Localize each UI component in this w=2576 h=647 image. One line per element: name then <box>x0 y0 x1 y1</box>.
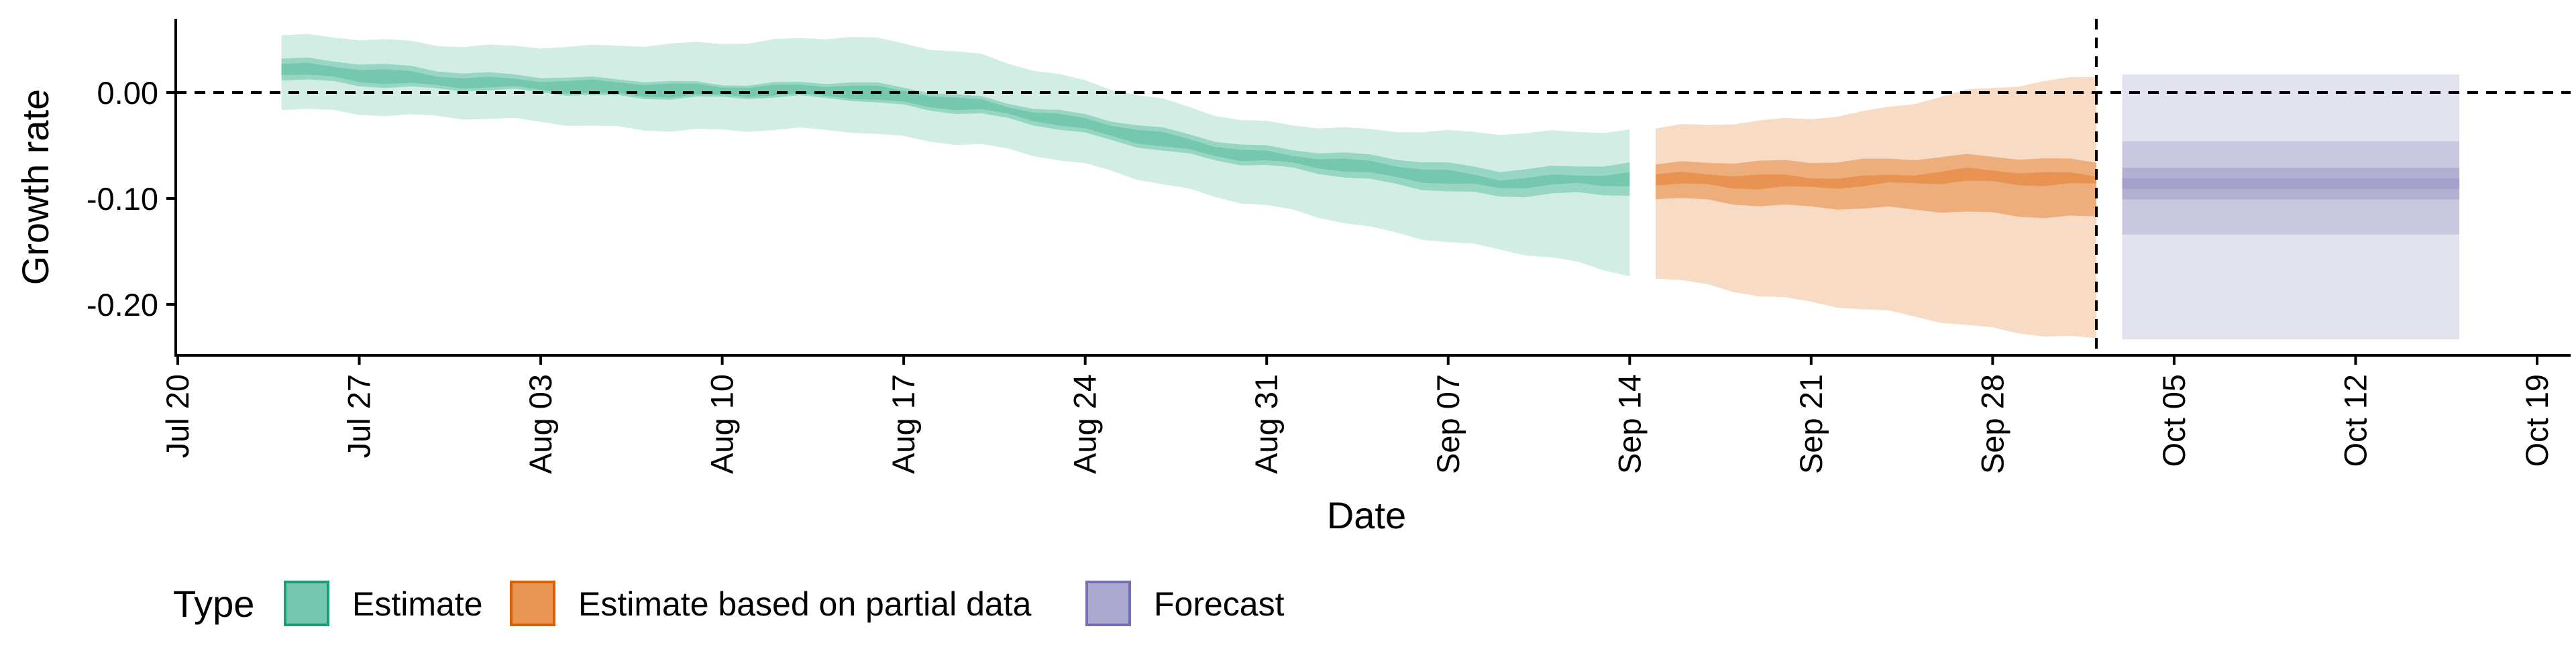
series-forecast <box>2122 74 2460 340</box>
x-ticks: Jul 20 Jul 27 Aug 03 Aug 10 Aug 17 Aug 24 Aug … <box>160 355 2555 474</box>
y-ticks: 0.00 -0.10 -0.20 <box>87 75 176 322</box>
x-tick-label: Sep 07 <box>1430 374 1466 474</box>
band-90 <box>1656 76 2096 339</box>
legend-entry: Estimate based on partial data <box>510 581 1032 626</box>
y-tick-label: -0.20 <box>87 287 158 322</box>
band-90 <box>281 34 1630 277</box>
legend-label: Forecast <box>1154 585 1285 623</box>
reference-lines <box>176 19 2571 355</box>
chart-bands <box>281 34 2460 340</box>
x-tick-label: Aug 31 <box>1248 374 1284 474</box>
axes: 0.00 -0.10 -0.20 Jul 20 Jul 27 Aug 03 Aug 10 A… <box>14 19 2571 536</box>
y-tick-label: -0.10 <box>87 181 158 217</box>
band-90 <box>2122 74 2460 340</box>
legend-entry: Estimate <box>284 581 483 626</box>
legend-title: Type <box>173 583 254 625</box>
x-tick-label: Aug 17 <box>885 374 921 474</box>
x-tick-label: Jul 27 <box>341 374 377 458</box>
x-tick-label: Sep 28 <box>1974 374 2010 474</box>
x-tick-label: Sep 21 <box>1793 374 1829 474</box>
x-tick-label: Oct 12 <box>2337 374 2373 467</box>
y-axis-label: Growth rate <box>14 89 56 286</box>
x-tick-label: Aug 03 <box>523 374 558 474</box>
x-axis-label: Date <box>1327 494 1406 536</box>
band-median <box>2122 178 2460 189</box>
legend-label: Estimate <box>352 585 483 623</box>
band-median <box>1656 167 2096 190</box>
x-tick-label: Oct 19 <box>2519 374 2555 467</box>
x-tick-label: Jul 20 <box>160 374 195 458</box>
legend-swatch <box>1085 581 1131 626</box>
legend-swatch <box>284 581 329 626</box>
band-median <box>281 62 1630 188</box>
series-estimate <box>281 34 1630 277</box>
legend-label: Estimate based on partial data <box>578 585 1032 623</box>
x-tick-label: Sep 14 <box>1611 374 1647 474</box>
y-tick-label: 0.00 <box>97 75 158 111</box>
legend-entry: Forecast <box>1085 581 1285 626</box>
series-estimate-based-on-partial-data <box>1656 76 2096 339</box>
legend-swatch <box>510 581 555 626</box>
x-tick-label: Oct 05 <box>2156 374 2192 467</box>
x-tick-label: Aug 10 <box>704 374 740 474</box>
legend: Type Estimate Estimate based on partial d… <box>173 581 1285 626</box>
x-tick-label: Aug 24 <box>1067 374 1103 474</box>
